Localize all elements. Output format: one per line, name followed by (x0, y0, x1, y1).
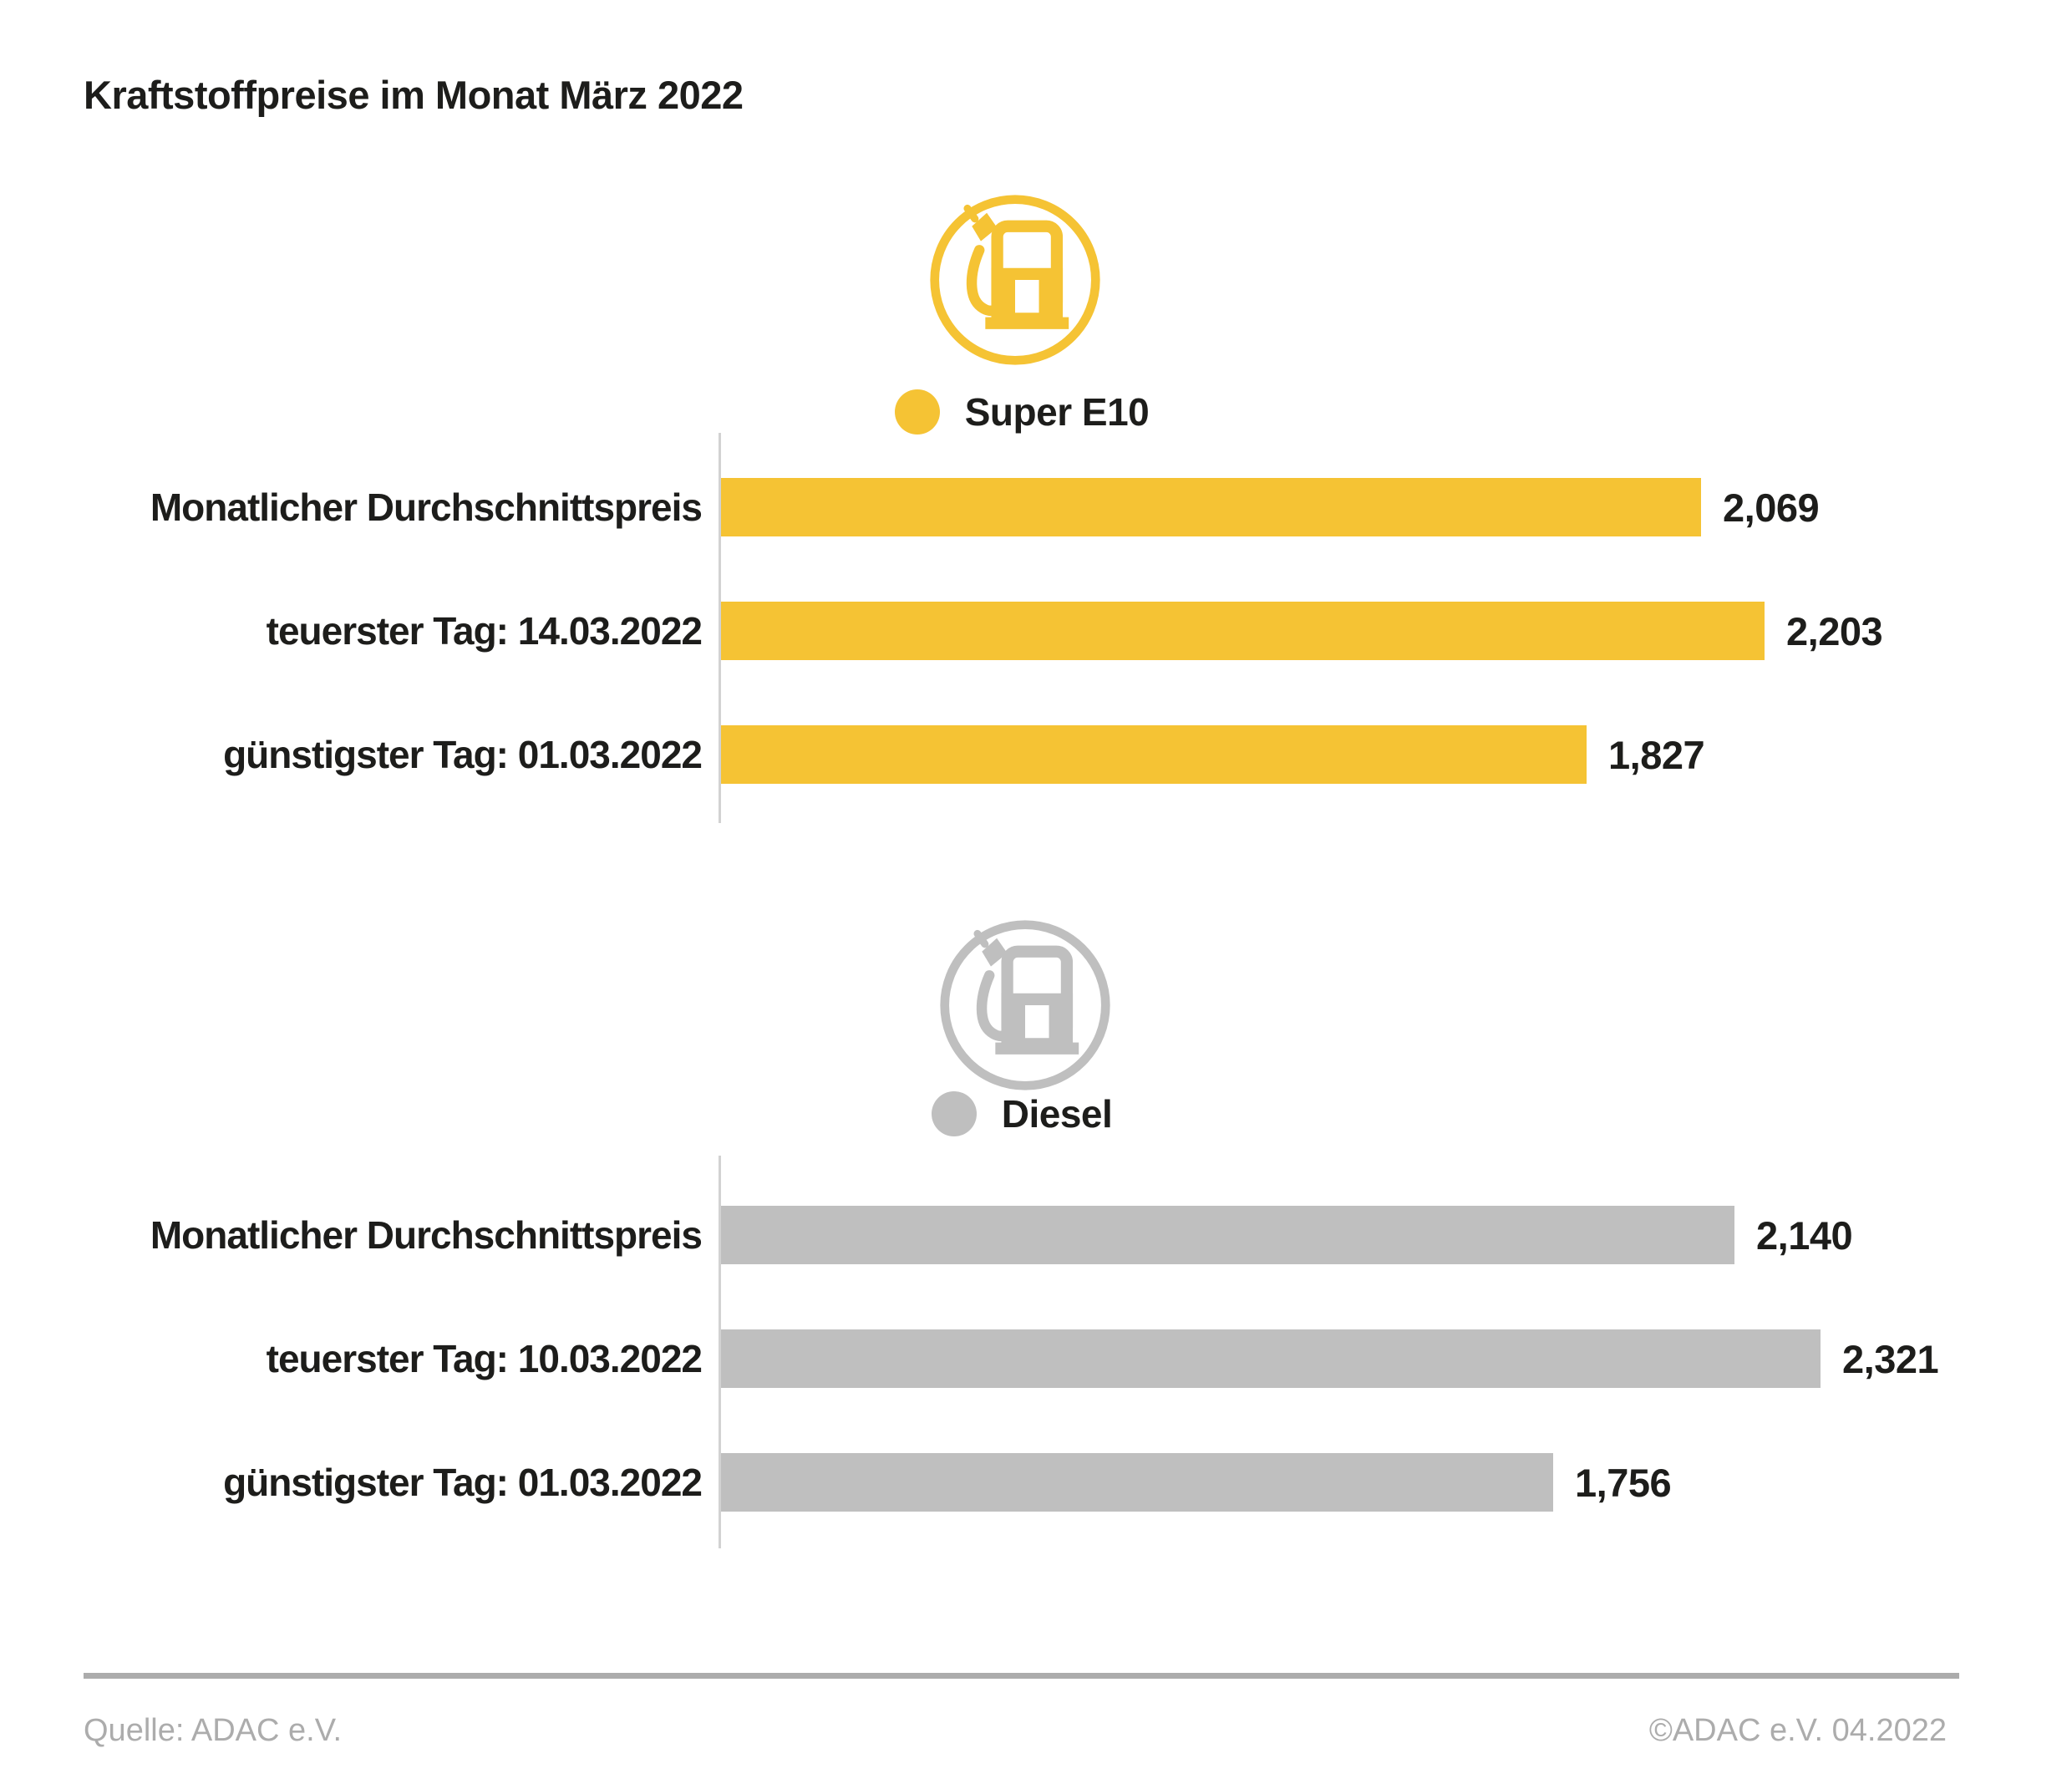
footer-divider (84, 1673, 1959, 1679)
source-text: Quelle: ADAC e.V. (84, 1713, 343, 1748)
bar-diesel-avg (721, 1206, 1734, 1264)
bar-label: günstigster Tag: 01.03.2022 (223, 733, 703, 776)
chart-axis-diesel (719, 1156, 721, 1548)
chart-axis-super-e10 (719, 433, 721, 823)
bar-label: teuerster Tag: 14.03.2022 (266, 609, 703, 653)
bar-label: teuerster Tag: 10.03.2022 (266, 1337, 703, 1380)
legend-diesel: Diesel (721, 1088, 1323, 1140)
legend-dot-diesel (931, 1091, 977, 1136)
page-title: Kraftstoffpreise im Monat März 2022 (84, 73, 744, 117)
fuel-pump-icon (936, 916, 1115, 1095)
legend-label-diesel: Diesel (1001, 1092, 1113, 1136)
bar-value: 1,827 (1608, 732, 1705, 777)
bar-super-max (721, 602, 1765, 660)
bar-diesel-min (721, 1453, 1553, 1512)
bar-value: 2,140 (1756, 1212, 1853, 1258)
legend-super-e10: Super E10 (721, 386, 1323, 438)
bar-value: 2,203 (1786, 608, 1883, 653)
fuel-pump-icon (926, 191, 1105, 369)
copyright-text: ©ADAC e.V. 04.2022 (1648, 1713, 1947, 1748)
bar-row-super-min: günstigster Tag: 01.03.2022 1,827 (0, 725, 2072, 784)
bar-row-diesel-avg: Monatlicher Durchschnittspreis 2,140 (0, 1206, 2072, 1264)
bar-diesel-max (721, 1329, 1821, 1388)
bar-label: Monatlicher Durchschnittspreis (150, 1213, 703, 1257)
bar-label: Monatlicher Durchschnittspreis (150, 485, 703, 529)
bar-row-super-max: teuerster Tag: 14.03.2022 2,203 (0, 602, 2072, 660)
bar-value: 1,756 (1575, 1460, 1672, 1505)
bar-row-diesel-max: teuerster Tag: 10.03.2022 2,321 (0, 1329, 2072, 1388)
bar-super-avg (721, 478, 1701, 536)
legend-label-super-e10: Super E10 (964, 390, 1150, 434)
bar-value: 2,321 (1842, 1336, 1939, 1381)
bar-super-min (721, 725, 1587, 784)
bar-value: 2,069 (1723, 485, 1820, 530)
bar-row-diesel-min: günstigster Tag: 01.03.2022 1,756 (0, 1453, 2072, 1512)
bar-label: günstigster Tag: 01.03.2022 (223, 1461, 703, 1504)
legend-dot-super-e10 (894, 389, 940, 435)
bar-row-super-avg: Monatlicher Durchschnittspreis 2,069 (0, 478, 2072, 536)
